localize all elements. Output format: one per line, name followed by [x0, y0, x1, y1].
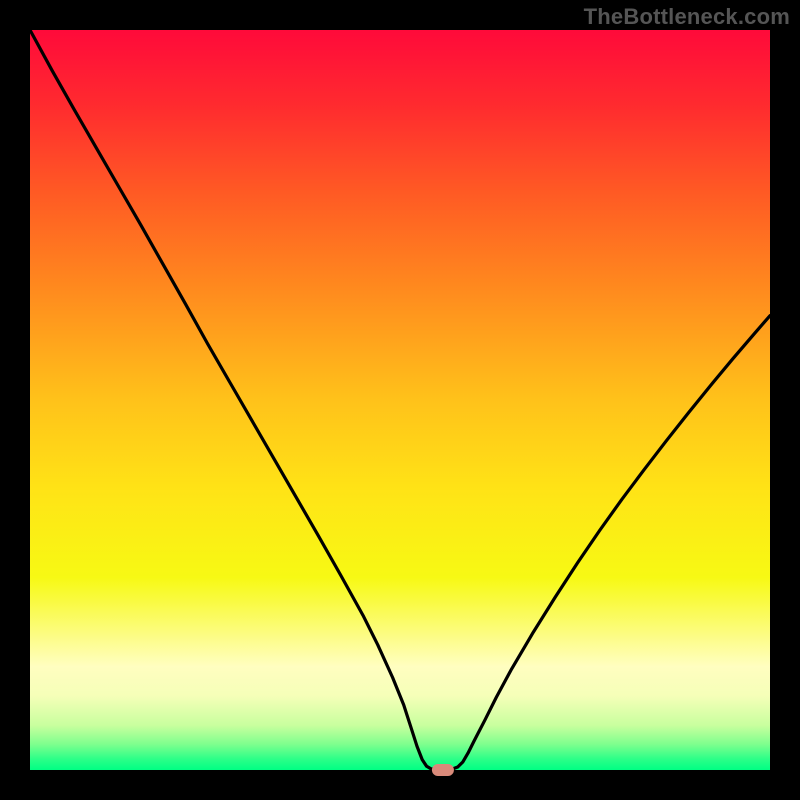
plot-background: [30, 30, 770, 770]
optimal-marker: [432, 764, 454, 776]
watermark-label: TheBottleneck.com: [584, 4, 790, 30]
chart-stage: TheBottleneck.com: [0, 0, 800, 800]
chart-svg: [0, 0, 800, 800]
